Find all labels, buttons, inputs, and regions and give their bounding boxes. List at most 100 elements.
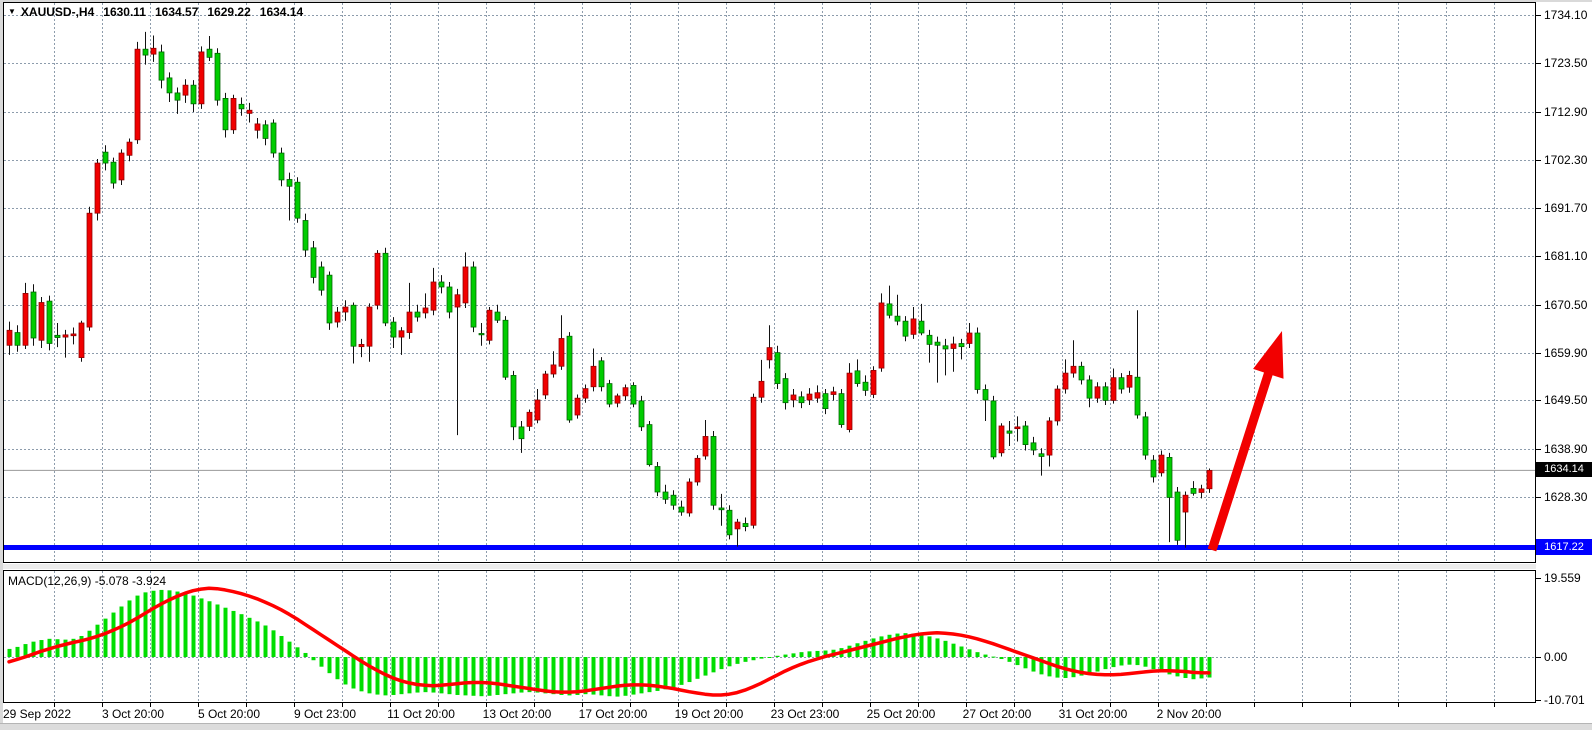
ohlc-open: 1630.11: [103, 5, 146, 19]
macd-histogram-bar: [423, 657, 428, 693]
price-axis-label: 1723.50: [1544, 56, 1588, 70]
macd-histogram-bar: [751, 657, 756, 661]
macd-histogram-bar: [783, 654, 788, 657]
macd-histogram-bar: [575, 657, 580, 695]
bull-candle: [1046, 420, 1053, 456]
bull-candle: [686, 481, 693, 514]
bear-candle: [502, 319, 509, 378]
time-axis-label: 25 Oct 20:00: [867, 707, 936, 721]
macd-histogram-bar: [807, 651, 812, 657]
macd-histogram-bar: [1039, 657, 1044, 675]
macd-histogram-bar: [799, 652, 804, 657]
bull-candle: [78, 322, 85, 358]
macd-histogram-bar: [1167, 657, 1172, 675]
bull-candle: [334, 311, 341, 323]
macd-histogram-bar: [1119, 657, 1124, 666]
macd-histogram-bar: [551, 657, 556, 695]
bear-candle: [646, 424, 653, 466]
macd-histogram-bar: [199, 598, 204, 657]
macd-histogram-bar: [631, 657, 636, 695]
macd-histogram-bar: [567, 657, 572, 696]
price-axis-label: 1670.50: [1544, 298, 1588, 312]
macd-histogram-bar: [1079, 657, 1084, 676]
macd-histogram-bar: [319, 657, 324, 667]
macd-histogram-bar: [295, 647, 300, 657]
window-left-edge: [0, 0, 3, 730]
bear-candle: [326, 274, 333, 324]
macd-histogram-bar: [583, 657, 588, 695]
bear-candle: [310, 247, 317, 278]
bull-candle: [134, 48, 141, 141]
candles-layer[interactable]: [6, 31, 1213, 548]
bear-candle: [478, 333, 485, 336]
bull-candle: [1062, 372, 1069, 390]
time-axis-label: 11 Oct 20:00: [387, 707, 455, 721]
macd-histogram-bar: [703, 657, 708, 676]
bear-candle: [262, 124, 269, 139]
macd-histogram-bar: [863, 640, 868, 657]
macd-histogram-bar: [63, 639, 68, 657]
bull-candle: [582, 388, 589, 399]
macd-histogram-bar: [183, 593, 188, 657]
bull-candle: [406, 311, 413, 333]
bear-candle: [798, 396, 805, 404]
macd-histogram-bar: [815, 650, 820, 657]
bear-candle: [862, 381, 869, 391]
macd-histogram-bar: [111, 612, 116, 657]
macd-histogram-bar: [23, 644, 28, 657]
up-arrow-annotation[interactable]: [1207, 331, 1284, 552]
bull-candle: [734, 521, 741, 530]
bear-candle: [438, 281, 445, 288]
macd-histogram-bar: [711, 657, 716, 673]
macd-histogram-bar: [1007, 657, 1012, 662]
macd-histogram-bar: [647, 657, 652, 693]
time-axis-label: 17 Oct 20:00: [579, 707, 648, 721]
bull-candle: [750, 396, 757, 526]
macd-histogram-bar: [367, 657, 372, 694]
price-axis-label: 1638.90: [1544, 442, 1588, 456]
macd-histogram-bar: [895, 633, 900, 657]
macd-histogram-bar: [1127, 657, 1132, 665]
symbol-dropdown-icon[interactable]: ▼: [8, 6, 16, 16]
macd-histogram-bar: [487, 657, 492, 696]
macd-histogram-bar: [791, 653, 796, 657]
bear-candle: [1086, 379, 1093, 399]
bull-candle: [694, 457, 701, 483]
bear-candle: [278, 152, 285, 181]
bear-candle: [822, 393, 829, 410]
macd-histogram-bar: [239, 614, 244, 657]
bull-candle: [422, 307, 429, 314]
bear-candle: [222, 97, 229, 131]
support-line-price-tag[interactable]: 1617.22: [1536, 539, 1592, 555]
bear-candle: [1118, 377, 1125, 390]
bear-candle: [1190, 487, 1197, 494]
bull-candle: [966, 332, 973, 344]
bear-candle: [1142, 416, 1149, 456]
ohlc-high: 1634.57: [154, 5, 199, 19]
macd-histogram-bar: [103, 618, 108, 657]
macd-histogram-bar: [1159, 657, 1164, 672]
macd-histogram-bar: [391, 657, 396, 695]
macd-histogram-bar: [7, 648, 12, 657]
macd-histogram-bar: [159, 589, 164, 657]
bear-candle: [302, 220, 309, 251]
bull-candle: [230, 97, 237, 131]
bear-candle: [886, 303, 893, 316]
macd-histogram-bar: [543, 657, 548, 694]
bear-candle: [1134, 376, 1141, 416]
pane-separator[interactable]: [3, 564, 1536, 569]
macd-histogram-bar: [279, 635, 284, 657]
macd-histogram-bar: [511, 657, 516, 694]
macd-histogram-bar: [919, 634, 924, 657]
macd-histogram-bar: [535, 657, 540, 693]
bear-candle: [382, 252, 389, 324]
macd-histogram-bar: [343, 657, 348, 685]
bear-candle: [982, 389, 989, 401]
macd-histogram-bar: [503, 657, 508, 695]
macd-indicator-label: MACD(12,26,9) -5.078 -3.924: [8, 574, 167, 588]
bull-candle: [462, 266, 469, 304]
macd-histogram-bar: [943, 640, 948, 657]
bull-candle: [1182, 494, 1189, 513]
bear-candle: [1150, 459, 1157, 478]
